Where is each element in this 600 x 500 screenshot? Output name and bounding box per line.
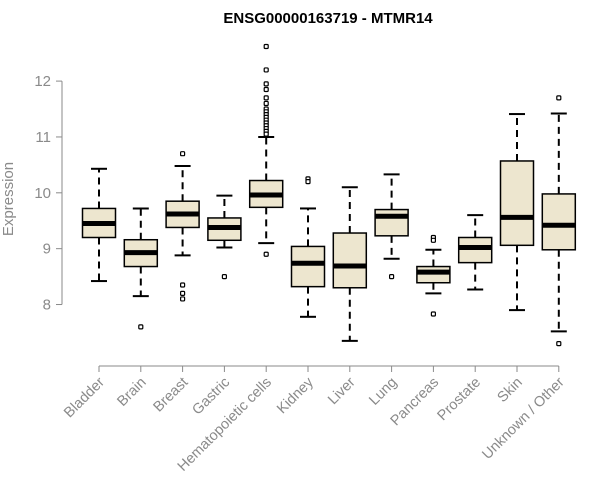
- outlier-point: [263, 81, 269, 87]
- y-tick-label: 9: [43, 241, 51, 258]
- box-group: [374, 173, 409, 280]
- outlier-point: [138, 324, 144, 330]
- box-group: [290, 176, 326, 318]
- y-tick-label: 8: [43, 297, 51, 314]
- x-tick-label: Lung: [366, 375, 400, 409]
- outlier-point: [263, 100, 269, 107]
- box-group: [332, 186, 368, 342]
- outlier-point: [556, 341, 562, 347]
- iqr-box: [332, 232, 368, 289]
- x-tick-label: Bladder: [61, 374, 108, 421]
- outlier-point: [263, 95, 269, 101]
- outlier-point: [430, 311, 436, 317]
- y-axis: 8 9 10 11 12: [34, 73, 63, 314]
- outlier-point: [180, 290, 186, 296]
- iqr-box: [457, 236, 493, 264]
- outlier-point: [180, 296, 186, 302]
- outlier-point: [305, 179, 311, 185]
- x-tick-label: Brain: [114, 375, 149, 410]
- box-group: [416, 234, 451, 317]
- box-group: [248, 43, 284, 257]
- boxes-group: [81, 43, 577, 347]
- iqr-box: [374, 208, 409, 237]
- outlier-point: [430, 237, 436, 243]
- x-tick-label: Skin: [495, 375, 526, 406]
- iqr-box: [499, 160, 535, 247]
- box-group: [499, 113, 535, 312]
- outlier-point: [180, 151, 186, 157]
- box-group: [207, 194, 242, 280]
- outlier-point: [263, 67, 269, 73]
- outlier-point: [263, 43, 269, 50]
- chart-title: ENSG00000163719 - MTMR14: [223, 10, 433, 27]
- x-tick-label: Kidney: [274, 374, 317, 417]
- y-axis-label: Expression: [0, 162, 17, 236]
- box-group: [457, 214, 493, 291]
- x-tick-label: Liver: [325, 374, 359, 408]
- y-tick-label: 12: [34, 73, 51, 90]
- x-tick-label: Prostate: [435, 375, 484, 424]
- y-tick-label: 11: [35, 129, 51, 146]
- outlier-point: [556, 95, 562, 101]
- y-tick-label: 10: [34, 185, 51, 202]
- iqr-box: [416, 265, 451, 284]
- x-tick-label: Breast: [150, 375, 191, 416]
- box-group: [123, 207, 159, 330]
- outlier-point: [263, 131, 269, 137]
- outlier-point: [263, 86, 269, 93]
- iqr-box: [290, 245, 326, 288]
- iqr-box: [541, 193, 577, 251]
- box-group: [81, 167, 117, 283]
- outlier-point: [389, 273, 395, 280]
- box-group: [165, 151, 200, 302]
- box-group: [541, 95, 577, 347]
- outlier-point: [180, 282, 186, 288]
- outlier-point: [221, 273, 227, 280]
- outlier-point: [263, 251, 269, 257]
